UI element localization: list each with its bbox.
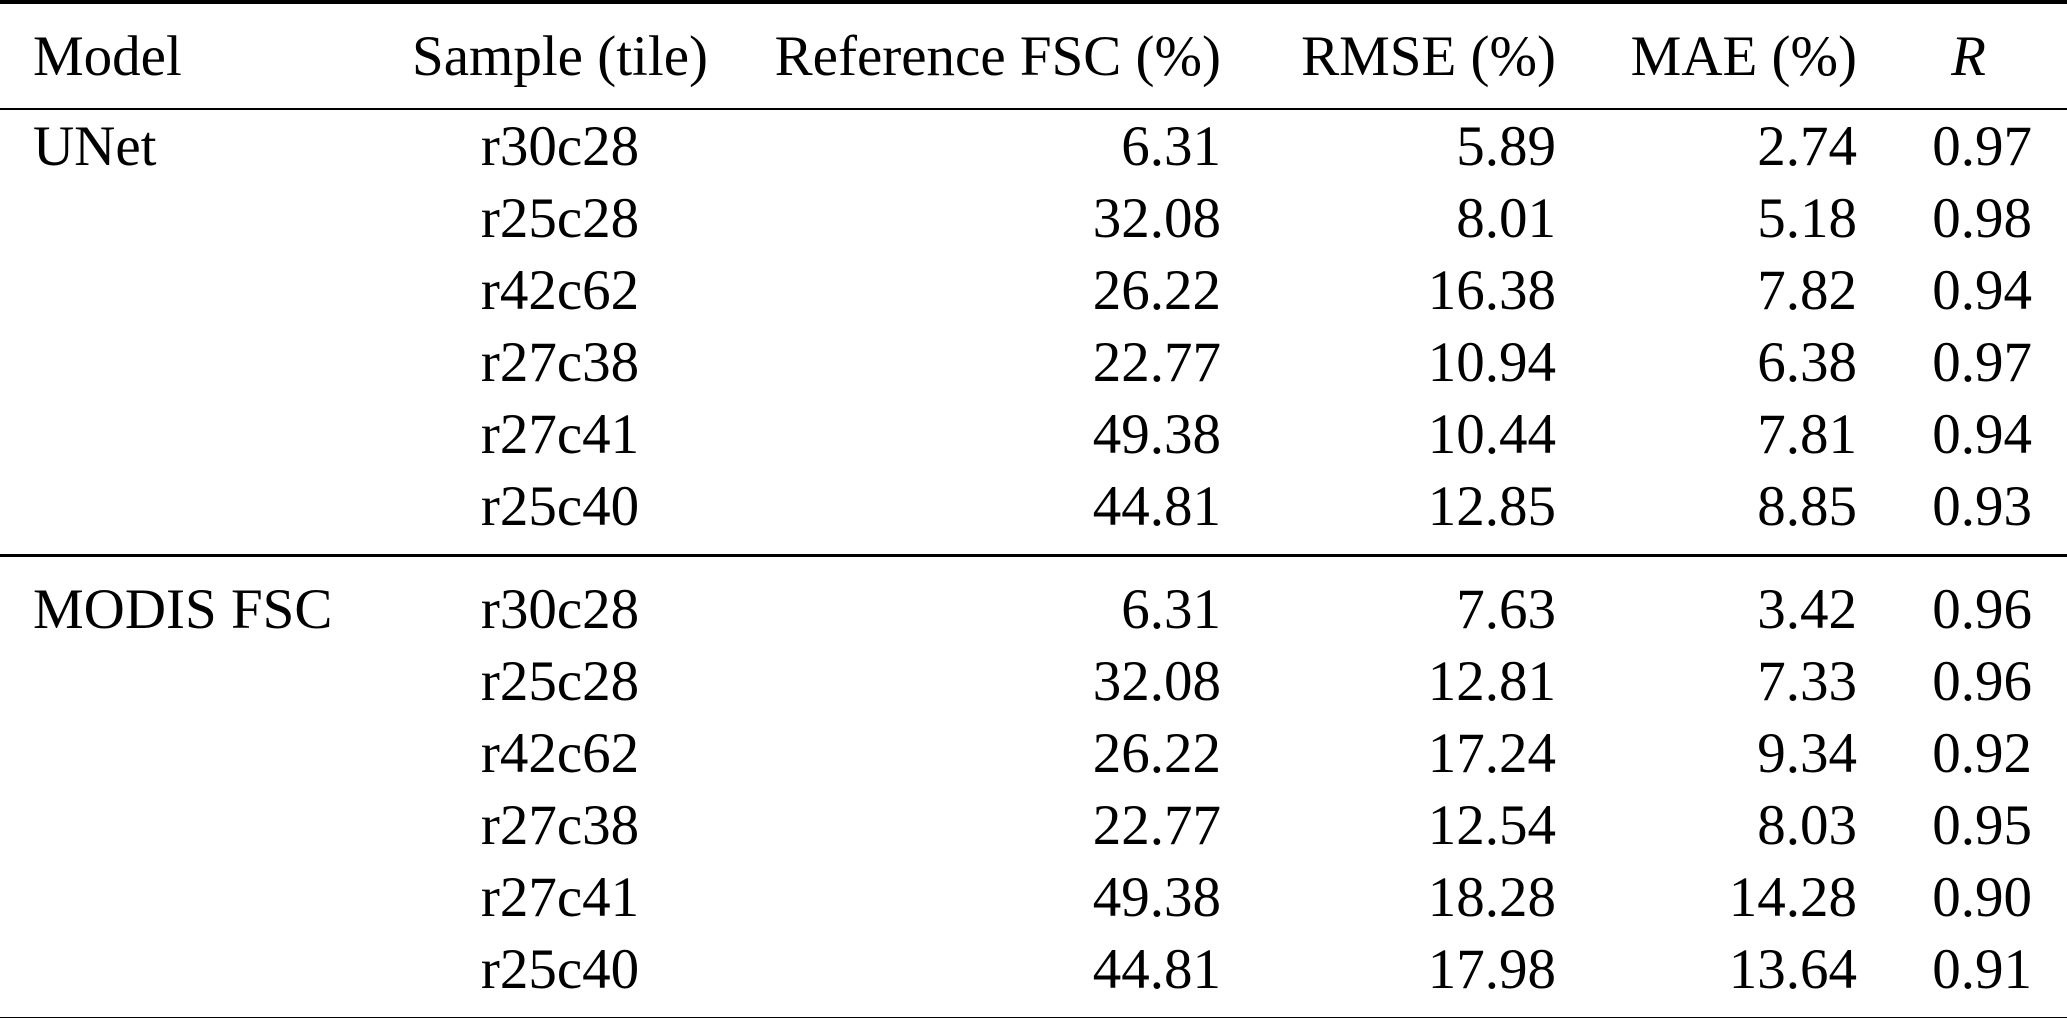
table-cell-r: 0.98 xyxy=(1932,186,2032,250)
table-cell-sample: r25c40 xyxy=(480,474,640,538)
table-cell-mae: 7.81 xyxy=(1757,402,1857,466)
table-cell-rmse: 17.98 xyxy=(1427,937,1556,1001)
table-cell-sample: r42c62 xyxy=(480,258,640,322)
table-cell-rmse: 5.89 xyxy=(1456,114,1556,178)
table-cell-r: 0.94 xyxy=(1932,258,2032,322)
table-cell-reference_fsc: 6.31 xyxy=(1121,114,1221,178)
table-cell-reference_fsc: 26.22 xyxy=(1092,258,1221,322)
table-cell-r: 0.97 xyxy=(1932,114,2032,178)
table-cell-sample: r27c41 xyxy=(480,865,640,929)
table-body: UNet r30c28 6.31 5.89 2.74 0.97 r25c28 32.08 8.0… xyxy=(0,109,2067,1018)
model-cell xyxy=(0,182,410,254)
table-cell-sample: r30c28 xyxy=(480,114,640,178)
table-cell-mae: 7.33 xyxy=(1757,649,1857,713)
table-cell-rmse: 17.24 xyxy=(1427,721,1556,785)
model-cell xyxy=(0,933,410,1018)
table-cell-mae: 5.18 xyxy=(1757,186,1857,250)
table-cell-mae: 7.82 xyxy=(1757,258,1857,322)
table-cell-reference_fsc: 22.77 xyxy=(1092,793,1221,857)
table-cell-r: 0.91 xyxy=(1932,937,2032,1001)
table-cell-reference_fsc: 32.08 xyxy=(1092,649,1221,713)
model-cell xyxy=(0,398,410,470)
table-row: r27c38 22.77 10.94 6.38 0.97 xyxy=(0,326,2067,398)
model-cell xyxy=(0,789,410,861)
table-row: r27c41 49.38 18.28 14.28 0.90 xyxy=(0,861,2067,933)
table-cell-r: 0.94 xyxy=(1932,402,2032,466)
header-row: Model Sample (tile) Reference FSC (%) RM… xyxy=(0,2,2067,110)
table-row: r25c40 44.81 12.85 8.85 0.93 xyxy=(0,470,2067,556)
table-row: UNet r30c28 6.31 5.89 2.74 0.97 xyxy=(0,109,2067,182)
table-cell-r: 0.96 xyxy=(1870,554,2067,645)
model-cell xyxy=(0,645,410,717)
model-cell xyxy=(0,326,410,398)
table-cell-reference_fsc: 44.81 xyxy=(1092,937,1221,1001)
table-header: Model Sample (tile) Reference FSC (%) RM… xyxy=(0,2,2067,110)
table-cell-sample: r42c62 xyxy=(480,721,640,785)
table-cell-reference_fsc: 6.31 xyxy=(710,554,1235,645)
model-cell xyxy=(0,717,410,789)
table-cell-sample: r27c38 xyxy=(480,793,640,857)
table-cell-r: 0.92 xyxy=(1932,721,2032,785)
table-cell-sample: r30c28 xyxy=(410,554,710,645)
table-row: r25c28 32.08 12.81 7.33 0.96 xyxy=(0,645,2067,717)
table-cell-mae: 13.64 xyxy=(1728,937,1857,1001)
table-cell-mae: 2.74 xyxy=(1757,114,1857,178)
table-cell-mae: 8.03 xyxy=(1757,793,1857,857)
model-cell xyxy=(0,470,410,556)
model-cell xyxy=(0,254,410,326)
header-cell-sample: Sample (tile) xyxy=(410,2,710,110)
model-cell xyxy=(0,861,410,933)
table-cell-mae: 6.38 xyxy=(1757,330,1857,394)
table-cell-rmse: 10.94 xyxy=(1427,330,1556,394)
header-cell-rmse: RMSE (%) xyxy=(1235,2,1570,110)
table-cell-sample: r25c28 xyxy=(480,186,640,250)
header-cell-model: Model xyxy=(0,2,410,110)
table-row: r27c41 49.38 10.44 7.81 0.94 xyxy=(0,398,2067,470)
table-cell-reference_fsc: 49.38 xyxy=(1092,402,1221,466)
header-cell-mae: MAE (%) xyxy=(1570,2,1870,110)
header-cell-reference-fsc: Reference FSC (%) xyxy=(710,2,1235,110)
table-row: r25c40 44.81 17.98 13.64 0.91 xyxy=(0,933,2067,1018)
table-cell-reference_fsc: 32.08 xyxy=(1092,186,1221,250)
table-cell-reference_fsc: 44.81 xyxy=(1092,474,1221,538)
table-row: r27c38 22.77 12.54 8.03 0.95 xyxy=(0,789,2067,861)
table-cell-mae: 9.34 xyxy=(1757,721,1857,785)
table-cell-r: 0.93 xyxy=(1932,474,2032,538)
table-cell-sample: r25c28 xyxy=(480,649,640,713)
table-cell-rmse: 16.38 xyxy=(1427,258,1556,322)
table-row: MODIS FSC r30c28 6.31 7.63 3.42 0.96 xyxy=(0,554,2067,645)
table-cell-reference_fsc: 26.22 xyxy=(1092,721,1221,785)
header-cell-r: R xyxy=(1870,2,2067,110)
table-cell-rmse: 12.85 xyxy=(1427,474,1556,538)
table-cell-r: 0.90 xyxy=(1932,865,2032,929)
table-cell-r: 0.95 xyxy=(1932,793,2032,857)
table-cell-rmse: 12.81 xyxy=(1427,649,1556,713)
table-cell-rmse: 7.63 xyxy=(1235,554,1570,645)
table-cell-rmse: 18.28 xyxy=(1427,865,1556,929)
table-cell-sample: r27c38 xyxy=(480,330,640,394)
table-cell-r: 0.97 xyxy=(1932,330,2032,394)
table-cell-mae: 8.85 xyxy=(1757,474,1857,538)
table-cell-rmse: 8.01 xyxy=(1456,186,1556,250)
table-row: r42c62 26.22 16.38 7.82 0.94 xyxy=(0,254,2067,326)
table-cell-mae: 14.28 xyxy=(1728,865,1857,929)
table-cell-reference_fsc: 49.38 xyxy=(1092,865,1221,929)
table-cell-r: 0.96 xyxy=(1932,649,2032,713)
table-cell-mae: 3.42 xyxy=(1570,554,1870,645)
table-cell-sample: r25c40 xyxy=(480,937,640,1001)
table-cell-reference_fsc: 22.77 xyxy=(1092,330,1221,394)
model-cell: UNet xyxy=(33,114,157,178)
table-cell-rmse: 10.44 xyxy=(1427,402,1556,466)
table-row: r42c62 26.22 17.24 9.34 0.92 xyxy=(0,717,2067,789)
model-cell: MODIS FSC xyxy=(0,554,410,645)
table-row: r25c28 32.08 8.01 5.18 0.98 xyxy=(0,182,2067,254)
table-cell-rmse: 12.54 xyxy=(1427,793,1556,857)
table-cell-sample: r27c41 xyxy=(480,402,640,466)
